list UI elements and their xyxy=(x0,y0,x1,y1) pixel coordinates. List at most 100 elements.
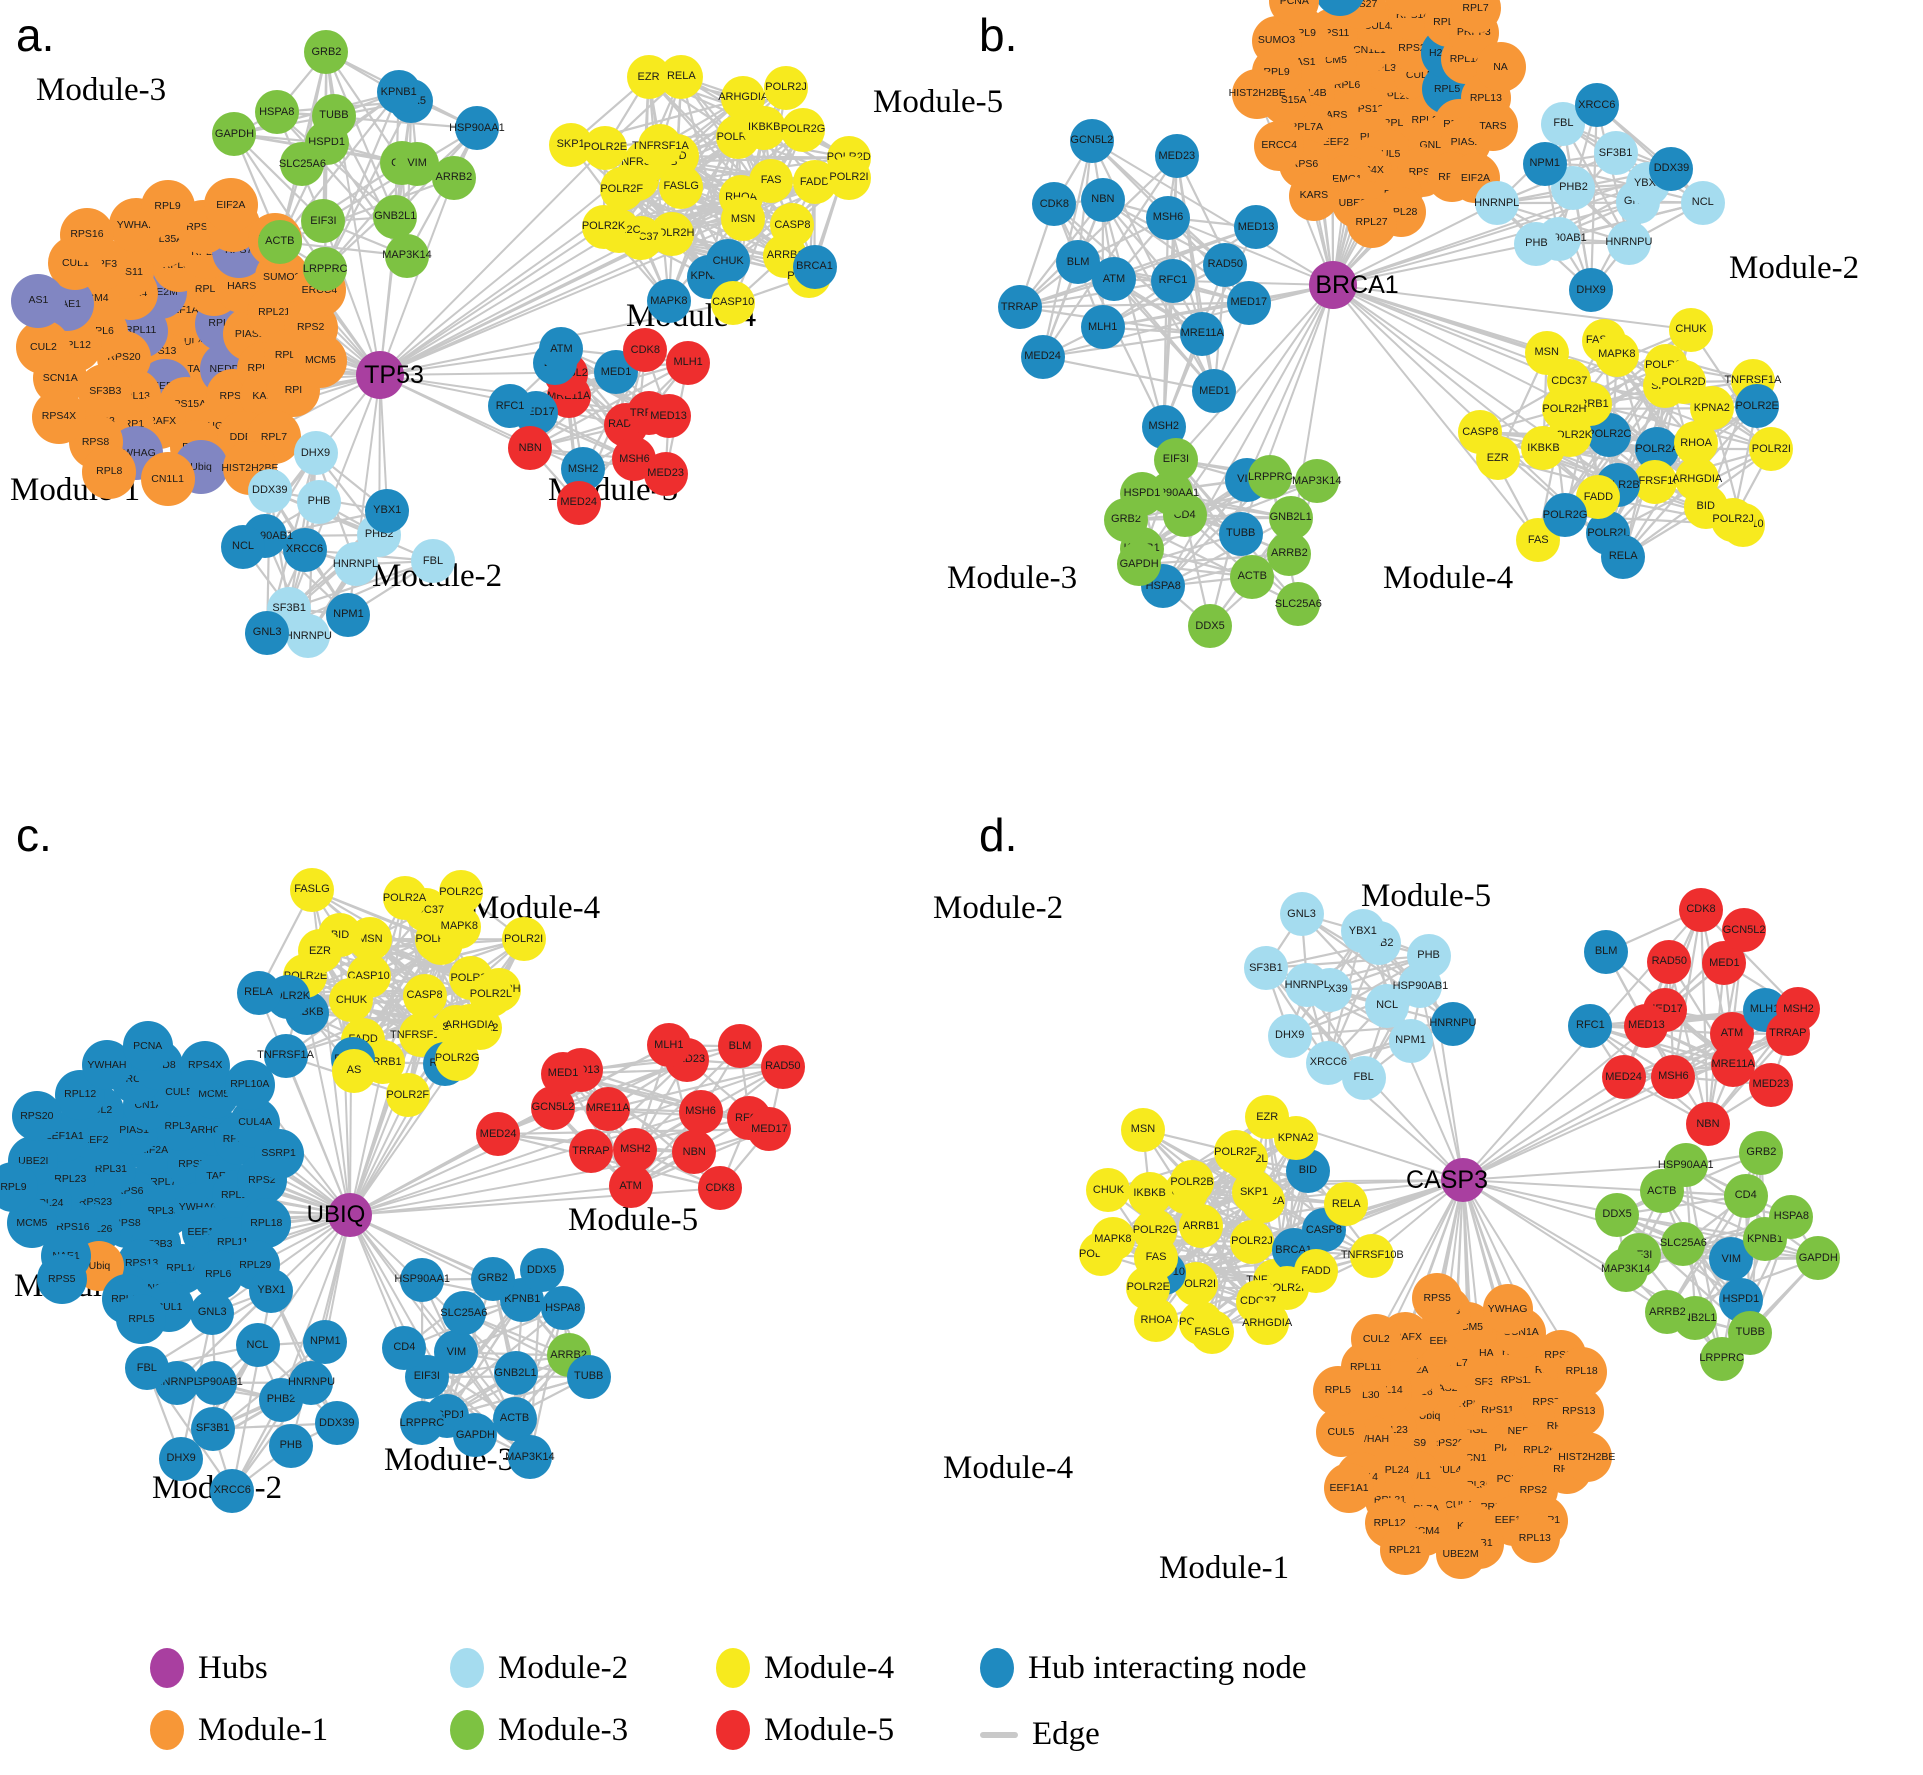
c-m5-node-trrap[interactable]: TRRAP xyxy=(568,1129,613,1174)
d-m5-node-med13[interactable]: MED13 xyxy=(1624,1003,1669,1048)
a-m5-node-nbn[interactable]: NBN xyxy=(508,426,553,471)
b-m2-node-hnrnpl[interactable]: HNRNPL xyxy=(1474,181,1519,226)
a-m4-node-polr2k[interactable]: POLR2K xyxy=(581,204,626,249)
c-m4-node-rela[interactable]: RELA xyxy=(236,970,281,1015)
b-m1-node-na[interactable]: NA xyxy=(1475,42,1526,92)
d-m5-node-med24[interactable]: MED24 xyxy=(1601,1055,1646,1100)
c-m5-node-med1[interactable]: MED1 xyxy=(541,1051,586,1096)
b-m2-node-phb[interactable]: PHB xyxy=(1514,221,1559,266)
b-m3-node-lrpprc[interactable]: LRPPRC xyxy=(1248,455,1293,500)
a-m2-node-dhx9[interactable]: DHX9 xyxy=(293,431,338,476)
c-m3-node-gnb2l1[interactable]: GNB2L1 xyxy=(493,1351,538,1396)
a-m3-node-tubb[interactable]: TUBB xyxy=(311,93,356,138)
c-m5-node-rad50[interactable]: RAD50 xyxy=(760,1044,805,1089)
b-m4-node-msn[interactable]: MSN xyxy=(1524,330,1569,375)
d-m4-node-kpna2[interactable]: KPNA2 xyxy=(1273,1116,1318,1161)
d-m1-node-rpl21[interactable]: RPL21 xyxy=(1379,1525,1430,1576)
a-m4-node-msn[interactable]: MSN xyxy=(721,197,766,242)
c-m5-node-msh6[interactable]: MSH6 xyxy=(678,1089,723,1134)
d-m1-node-rpl5[interactable]: RPL5 xyxy=(1312,1365,1363,1416)
d-m5-node-med23[interactable]: MED23 xyxy=(1748,1062,1793,1107)
d-m3-node-ddx5[interactable]: DDX5 xyxy=(1595,1192,1640,1237)
b-m3-node-map3k14[interactable]: MAP3K14 xyxy=(1292,459,1342,504)
a-m2-node-gnl3[interactable]: GNL3 xyxy=(245,610,290,655)
d-m4-node-arhgdia[interactable]: ARHGDIA xyxy=(1242,1301,1292,1346)
b-m1-node-ercc4[interactable]: ERCC4 xyxy=(1254,120,1305,171)
a-hub-tp53[interactable]: TP53 xyxy=(356,351,424,399)
c-m2-node-hsp90ab1[interactable]: HSP90AB1 xyxy=(187,1360,243,1405)
b-m5-node-med24[interactable]: MED24 xyxy=(1020,334,1065,379)
a-m1-node-rpl9[interactable]: RPL9 xyxy=(140,179,195,234)
d-m1-node-ywhag[interactable]: YWHAG xyxy=(1482,1283,1533,1334)
c-m4-node-as[interactable]: AS xyxy=(331,1048,376,1093)
d-m5-node-cdk8[interactable]: CDK8 xyxy=(1678,887,1723,932)
b-m4-node-polr2e[interactable]: POLR2E xyxy=(1735,384,1780,429)
a-m1-node-as1[interactable]: AS1 xyxy=(11,273,66,328)
c-m5-node-blm[interactable]: BLM xyxy=(717,1024,762,1069)
b-m2-node-xrcc6[interactable]: XRCC6 xyxy=(1574,83,1619,128)
b-hub-brca1[interactable]: BRCA1 xyxy=(1309,261,1399,309)
d-m5-node-msh6[interactable]: MSH6 xyxy=(1651,1054,1696,1099)
c-m3-node-cd4[interactable]: CD4 xyxy=(382,1325,427,1370)
c-m5-node-mre11a[interactable]: MRE11A xyxy=(586,1086,631,1131)
a-m3-node-gnb2l1[interactable]: GNB2L1 xyxy=(373,194,418,239)
a-m4-node-polr2e[interactable]: POLR2E xyxy=(583,125,628,170)
a-m4-node-polr2g[interactable]: POLR2G xyxy=(781,107,825,152)
d-m4-node-msn[interactable]: MSN xyxy=(1120,1107,1165,1152)
b-m5-node-med23[interactable]: MED23 xyxy=(1154,134,1199,179)
c-m5-node-med24[interactable]: MED24 xyxy=(476,1112,521,1156)
c-m1-node-rps20[interactable]: RPS20 xyxy=(11,1091,62,1142)
a-m2-node-fbl[interactable]: FBL xyxy=(411,539,455,583)
b-m4-node-mapk8[interactable]: MAPK8 xyxy=(1594,332,1639,377)
c-m2-node-ddx39[interactable]: DDX39 xyxy=(314,1401,359,1446)
d-m2-node-phb[interactable]: PHB xyxy=(1406,933,1451,978)
b-m5-node-mlh1[interactable]: MLH1 xyxy=(1080,305,1125,350)
d-m1-node-rpl13[interactable]: RPL13 xyxy=(1509,1513,1560,1564)
a-m3-node-lrpprc[interactable]: LRPPRC xyxy=(303,247,347,292)
a-m2-node-npm1[interactable]: NPM1 xyxy=(326,592,371,637)
c-m2-node-phb[interactable]: PHB xyxy=(268,1423,313,1468)
a-m1-node-eif2a[interactable]: EIF2A xyxy=(203,177,258,232)
a-m3-node-hspa8[interactable]: HSPA8 xyxy=(254,90,299,135)
c-m1-node-pcna[interactable]: PCNA xyxy=(122,1020,173,1071)
a-m4-node-polr2j[interactable]: POLR2J xyxy=(764,65,809,110)
d-m1-node-eef1a1[interactable]: EEF1A1 xyxy=(1324,1462,1375,1513)
c-m1-node-rps5[interactable]: RPS5 xyxy=(36,1254,87,1305)
c-m1-node-rpl10a[interactable]: RPL10A xyxy=(224,1059,275,1110)
b-m2-node-dhx9[interactable]: DHX9 xyxy=(1569,268,1614,313)
b-m4-node-kpna2[interactable]: KPNA2 xyxy=(1689,386,1734,431)
b-m2-node-hnrnpu[interactable]: HNRNPU xyxy=(1605,220,1652,265)
d-m2-node-hnrnpu[interactable]: HNRNPU xyxy=(1429,1001,1476,1046)
d-m1-node-ube2m[interactable]: UBE2M xyxy=(1435,1529,1486,1580)
c-m4-node-polr2a[interactable]: POLR2A xyxy=(382,876,427,921)
a-m1-node-rps4x[interactable]: RPS4X xyxy=(31,389,86,444)
a-m5-node-med24[interactable]: MED24 xyxy=(556,480,601,525)
a-m3-node-kpnb1[interactable]: KPNB1 xyxy=(376,70,421,115)
d-m5-node-rad50[interactable]: RAD50 xyxy=(1647,939,1692,984)
b-m5-node-mre11a[interactable]: MRE11A xyxy=(1180,311,1225,356)
d-m5-node-rfc1[interactable]: RFC1 xyxy=(1568,1003,1613,1048)
b-m5-node-rad50[interactable]: RAD50 xyxy=(1203,242,1248,287)
d-m2-node-dhx9[interactable]: DHX9 xyxy=(1267,1013,1312,1058)
b-m3-node-ddx5[interactable]: DDX5 xyxy=(1188,604,1233,649)
a-m3-node-hsp90aa1[interactable]: HSP90AA1 xyxy=(449,106,505,151)
b-m1-node-ubiq[interactable]: Ubiq xyxy=(1314,0,1365,16)
b-m1-node-hist2h2be[interactable]: HIST2H2BE xyxy=(1229,68,1286,119)
c-m4-node-mapk8[interactable]: MAPK8 xyxy=(437,904,482,949)
d-m1-node-hist2h2be[interactable]: HIST2H2BE xyxy=(1558,1431,1615,1482)
d-m1-node-rpl18[interactable]: RPL18 xyxy=(1556,1346,1607,1397)
d-m3-node-tubb[interactable]: TUBB xyxy=(1728,1310,1773,1355)
d-m4-node-rela[interactable]: RELA xyxy=(1324,1182,1369,1227)
c-m2-node-xrcc6[interactable]: XRCC6 xyxy=(210,1468,255,1513)
b-m3-node-hspd1[interactable]: HSPD1 xyxy=(1120,471,1165,516)
a-m1-node-mcm5[interactable]: MCM5 xyxy=(293,333,348,388)
c-m3-node-hspa8[interactable]: HSPA8 xyxy=(540,1286,585,1331)
c-m2-node-gnl3[interactable]: GNL3 xyxy=(190,1290,235,1335)
b-m2-node-npm1[interactable]: NPM1 xyxy=(1522,141,1567,186)
b-m4-node-tnfrsf10b[interactable]: TNFRSF10B xyxy=(1624,459,1687,504)
d-m2-node-ybx1[interactable]: YBX1 xyxy=(1340,909,1385,954)
d-m4-node-mapk8[interactable]: MAPK8 xyxy=(1090,1217,1135,1262)
a-m4-node-casp10[interactable]: CASP10 xyxy=(711,280,756,325)
d-m5-node-blm[interactable]: BLM xyxy=(1584,929,1629,974)
b-m2-node-ncl[interactable]: NCL xyxy=(1680,180,1725,225)
